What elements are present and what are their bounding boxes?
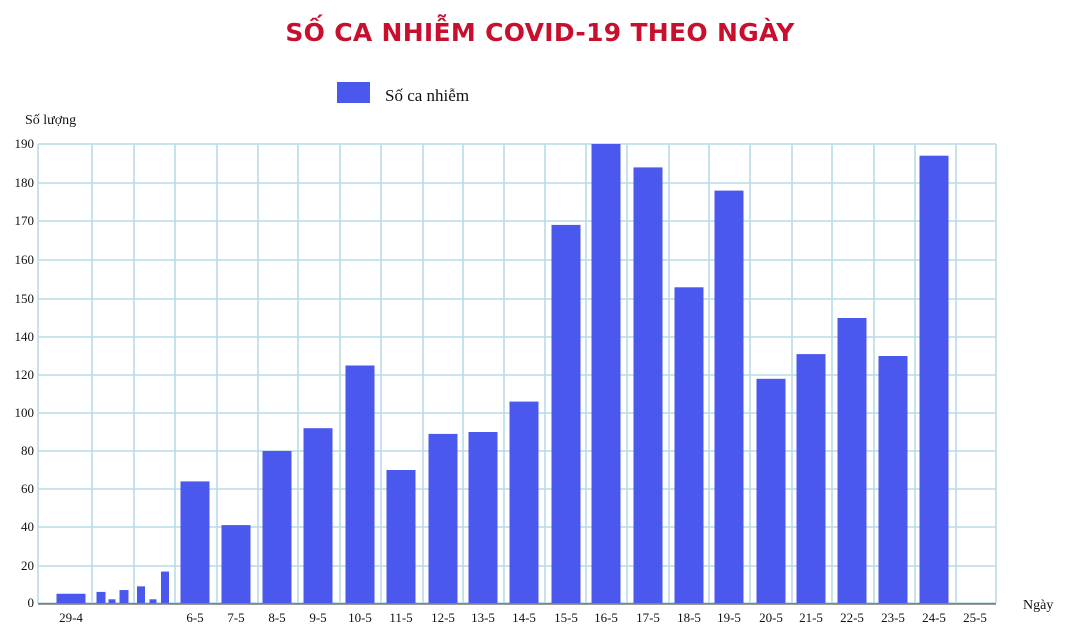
bar-17 (551, 224, 581, 603)
x-tick-label: 8-5 (268, 610, 285, 625)
x-axis-ticks: 29-4 6-5 7-5 8-5 9-5 10-5 11-5 12-5 13-5 14-5 15-5… (59, 610, 987, 625)
bar-26 (919, 155, 949, 603)
x-tick-label: 9-5 (309, 610, 326, 625)
y-tick-label: 190 (15, 136, 35, 151)
bar-12 (345, 365, 375, 603)
y-tick-label: 150 (15, 291, 35, 306)
x-tick-label: 20-5 (759, 610, 783, 625)
bar-15 (468, 432, 498, 603)
x-tick-label: 17-5 (636, 610, 660, 625)
bar-2 (108, 599, 116, 603)
x-tick-label: 24-5 (922, 610, 946, 625)
bar-13 (386, 470, 416, 603)
bar-8 (180, 481, 210, 603)
x-tick-label: 29-4 (59, 610, 83, 625)
x-tick-label: 12-5 (431, 610, 455, 625)
y-tick-label: 170 (15, 213, 35, 228)
y-tick-label: 60 (21, 481, 34, 496)
y-tick-label: 0 (28, 595, 35, 610)
y-tick-label: 140 (15, 329, 35, 344)
legend: Số ca nhiễm (337, 82, 469, 105)
bar-14 (428, 433, 458, 603)
x-tick-label: 16-5 (594, 610, 618, 625)
bar-18 (591, 144, 621, 603)
x-tick-label: 19-5 (717, 610, 741, 625)
bar-11 (303, 428, 333, 603)
x-tick-label: 18-5 (677, 610, 701, 625)
bar-23 (796, 354, 826, 603)
bar-16 (509, 401, 539, 603)
x-tick-label: 11-5 (389, 610, 412, 625)
bar-22 (756, 378, 786, 603)
bar-25 (878, 356, 908, 603)
x-axis-label: Ngày (1023, 598, 1053, 613)
y-axis-label: Số lượng (25, 113, 76, 128)
x-tick-label: 10-5 (348, 610, 372, 625)
y-tick-label: 80 (21, 443, 34, 458)
y-tick-label: 100 (15, 405, 35, 420)
chart-title: SỐ CA NHIỄM COVID-19 THEO NGÀY (285, 18, 795, 47)
bar-24 (837, 318, 867, 603)
x-tick-label: 7-5 (227, 610, 244, 625)
y-tick-label: 120 (15, 367, 35, 382)
bar-5 (149, 599, 157, 603)
x-tick-label: 13-5 (471, 610, 495, 625)
x-tick-label: 22-5 (840, 610, 864, 625)
y-axis-ticks: 0 20 40 60 80 100 120 140 150 160 170 180 190 (15, 136, 35, 610)
x-tick-label: 23-5 (881, 610, 905, 625)
bar-6 (161, 571, 169, 603)
y-tick-label: 160 (15, 252, 35, 267)
bars (56, 144, 949, 603)
legend-swatch (337, 82, 370, 103)
bar-0 (56, 593, 86, 603)
bar-9 (221, 525, 251, 603)
y-tick-label: 40 (21, 519, 34, 534)
bar-1 (96, 591, 106, 603)
x-tick-label: 25-5 (963, 610, 987, 625)
bar-21 (714, 190, 744, 603)
bar-4 (137, 586, 145, 603)
legend-label: Số ca nhiễm (385, 86, 469, 105)
y-tick-label: 180 (15, 175, 35, 190)
bar-20 (674, 287, 704, 603)
bar-10 (262, 451, 292, 603)
y-tick-label: 20 (21, 558, 34, 573)
x-tick-label: 21-5 (799, 610, 823, 625)
x-tick-label: 14-5 (512, 610, 536, 625)
bar-19 (633, 167, 663, 603)
bar-3 (119, 590, 129, 603)
x-tick-label: 6-5 (186, 610, 203, 625)
x-tick-label: 15-5 (554, 610, 578, 625)
